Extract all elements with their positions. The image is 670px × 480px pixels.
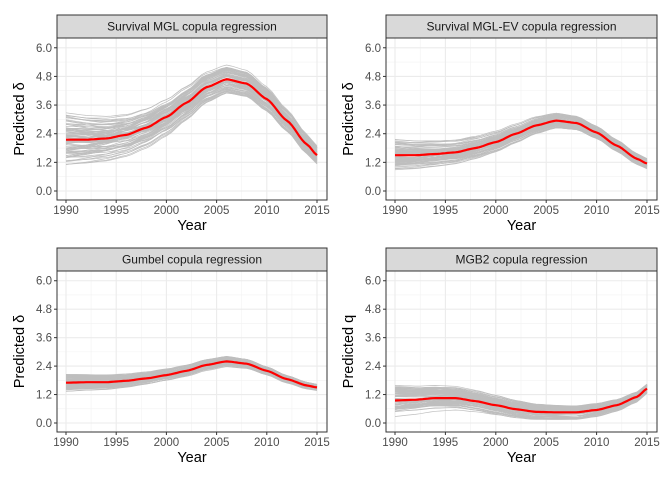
y-tick-label: 0.0 [36, 186, 52, 198]
y-tick-label: 2.4 [365, 361, 382, 373]
x-axis-title: Year [507, 450, 536, 466]
x-axis-title: Year [177, 218, 206, 234]
simulated-curve [395, 126, 648, 167]
x-tick-label: 2000 [154, 205, 180, 217]
y-tick-label: 1.2 [365, 390, 381, 402]
x-tick-label: 1990 [53, 205, 79, 217]
simulated-curve [65, 84, 318, 160]
x-tick-label: 2005 [204, 205, 230, 217]
panel-border [385, 270, 658, 433]
y-tick-label: 1.2 [365, 157, 381, 169]
facet-panel-3: Gumbel copula regression 1990 1995 2000 2005… [12, 247, 330, 466]
x-tick-label: 1995 [103, 205, 129, 217]
facet-title: Survival MGL-EV copula regression [426, 20, 616, 34]
x-axis-title: Year [507, 218, 536, 234]
y-tick-label: 6.0 [36, 43, 52, 55]
x-tick-label: 1995 [433, 205, 459, 217]
facet-title: MGB2 copula regression [455, 253, 587, 267]
x-tick-label: 2000 [154, 437, 180, 449]
simulated-curve [394, 383, 648, 409]
simulated-curve [66, 356, 318, 386]
facet-panel-2: Survival MGL-EV copula regression 1990 199… [341, 14, 660, 234]
x-tick-label: 1990 [53, 437, 79, 449]
x-tick-label: 2010 [584, 205, 610, 217]
simulated-curve [394, 125, 648, 169]
mean-line [66, 360, 318, 389]
y-tick-label: 2.4 [36, 129, 53, 141]
y-tick-label: 3.6 [36, 333, 52, 345]
panel-border [56, 270, 328, 433]
x-tick-label: 2010 [254, 437, 280, 449]
simulated-curve [65, 92, 318, 165]
y-tick-label: 4.8 [365, 304, 381, 316]
simulated-curve [394, 390, 648, 414]
x-tick-label: 2010 [254, 205, 280, 217]
y-tick-label: 6.0 [365, 276, 381, 288]
y-tick-label: 2.4 [36, 361, 53, 373]
y-tick-label: 0.0 [36, 418, 52, 430]
simulated-curve [65, 68, 318, 149]
simulated-curve [65, 363, 318, 390]
x-tick-label: 1990 [382, 205, 408, 217]
simulated-curves [394, 112, 648, 171]
x-tick-label: 2005 [533, 437, 559, 449]
x-tick-label: 2005 [533, 205, 559, 217]
y-axis-title: Predicted q [341, 315, 357, 388]
x-tick-label: 2010 [584, 437, 610, 449]
x-tick-label: 2000 [483, 437, 509, 449]
simulated-curve [394, 391, 648, 417]
y-tick-label: 2.4 [365, 129, 382, 141]
x-tick-label: 1990 [382, 437, 408, 449]
simulated-curve [65, 92, 318, 164]
y-tick-label: 4.8 [36, 71, 52, 83]
simulated-curve [394, 122, 648, 168]
y-tick-label: 6.0 [365, 43, 381, 55]
y-tick-label: 4.8 [365, 71, 381, 83]
simulated-curve [66, 90, 318, 164]
x-tick-label: 2000 [483, 205, 509, 217]
simulated-curve [394, 393, 648, 420]
facet-panel-1: Survival MGL copula regression 1990 1995 20… [12, 14, 330, 234]
simulated-curve [65, 68, 318, 152]
mean-line [66, 78, 318, 157]
simulated-curve [66, 357, 318, 386]
simulated-curve [66, 69, 318, 151]
simulated-curve [65, 64, 318, 147]
y-tick-label: 3.6 [365, 333, 381, 345]
x-tick-label: 2015 [304, 205, 330, 217]
y-tick-label: 0.0 [365, 418, 381, 430]
simulated-curve [65, 364, 318, 391]
y-tick-label: 3.6 [36, 100, 52, 112]
y-tick-label: 1.2 [36, 157, 52, 169]
mean-line [395, 119, 648, 165]
facet-panel-4: MGB2 copula regression 1990 1995 2000 2005 20… [341, 247, 660, 466]
y-tick-label: 1.2 [36, 390, 52, 402]
x-axis-title: Year [177, 450, 206, 466]
y-tick-label: 4.8 [36, 304, 52, 316]
x-tick-label: 2005 [204, 437, 230, 449]
y-tick-label: 0.0 [365, 186, 381, 198]
simulated-curve [394, 387, 648, 411]
simulated-curve [394, 123, 648, 167]
mean-line [394, 387, 648, 414]
simulated-curve [66, 82, 318, 160]
x-tick-label: 2015 [634, 437, 660, 449]
y-axis-title: Predicted δ [12, 315, 28, 388]
grid [57, 271, 327, 432]
x-tick-label: 2015 [304, 437, 330, 449]
y-axis-title: Predicted δ [12, 82, 28, 155]
x-tick-label: 2015 [634, 205, 660, 217]
simulated-curve [394, 391, 648, 417]
y-tick-label: 3.6 [365, 100, 381, 112]
grid [386, 38, 657, 200]
y-axis-title: Predicted δ [341, 82, 357, 155]
panel-border [56, 37, 328, 201]
facet-title: Gumbel copula regression [122, 253, 262, 267]
facet-title: Survival MGL copula regression [107, 20, 277, 34]
panel-border [385, 37, 658, 201]
x-tick-label: 1995 [103, 437, 129, 449]
y-tick-label: 6.0 [36, 276, 52, 288]
x-tick-label: 1995 [433, 437, 459, 449]
